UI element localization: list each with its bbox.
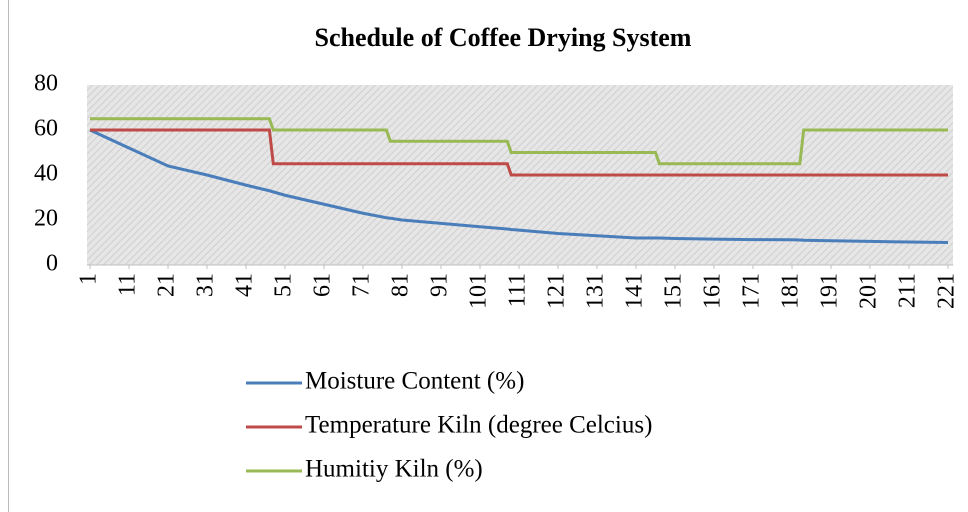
x-tick-label: 181 bbox=[778, 273, 804, 309]
x-tick-label: 111 bbox=[505, 273, 531, 307]
x-tick-label: 51 bbox=[271, 273, 297, 297]
x-tick-label: 91 bbox=[427, 273, 453, 297]
x-tick-label: 211 bbox=[895, 273, 921, 308]
x-tick-label: 61 bbox=[310, 273, 336, 297]
y-tick-label: 60 bbox=[34, 116, 58, 142]
y-tick-label: 20 bbox=[34, 206, 58, 232]
x-tick-label: 201 bbox=[856, 273, 882, 309]
x-tick-label: 31 bbox=[193, 273, 219, 297]
x-tick-label: 1 bbox=[76, 273, 102, 285]
x-tick-label: 141 bbox=[622, 273, 648, 309]
x-tick-label: 221 bbox=[934, 273, 960, 309]
x-tick-label: 161 bbox=[700, 273, 726, 309]
x-tick-label: 41 bbox=[232, 273, 258, 297]
x-tick-label: 171 bbox=[739, 273, 765, 309]
y-tick-label: 40 bbox=[34, 161, 58, 187]
x-tick-label: 81 bbox=[388, 273, 414, 297]
y-tick-label: 80 bbox=[34, 71, 58, 97]
x-tick-label: 131 bbox=[583, 273, 609, 309]
y-tick-label: 0 bbox=[46, 251, 58, 277]
x-tick-label: 121 bbox=[544, 273, 570, 309]
x-tick-label: 11 bbox=[115, 273, 141, 296]
x-tick-label: 191 bbox=[817, 273, 843, 309]
legend-label: Temperature Kiln (degree Celcius) bbox=[305, 412, 652, 439]
series-line bbox=[90, 117, 948, 166]
x-tick-label: 21 bbox=[154, 273, 180, 297]
chart-title: Schedule of Coffee Drying System bbox=[315, 23, 692, 52]
legend-label: Humitiy Kiln (%) bbox=[305, 456, 483, 483]
x-tick-label: 101 bbox=[466, 273, 492, 309]
x-tick-label: 151 bbox=[661, 273, 687, 309]
series-line bbox=[89, 128, 949, 244]
legend-label: Moisture Content (%) bbox=[305, 368, 524, 395]
series-line bbox=[90, 128, 948, 177]
x-tick-label: 71 bbox=[349, 273, 375, 297]
